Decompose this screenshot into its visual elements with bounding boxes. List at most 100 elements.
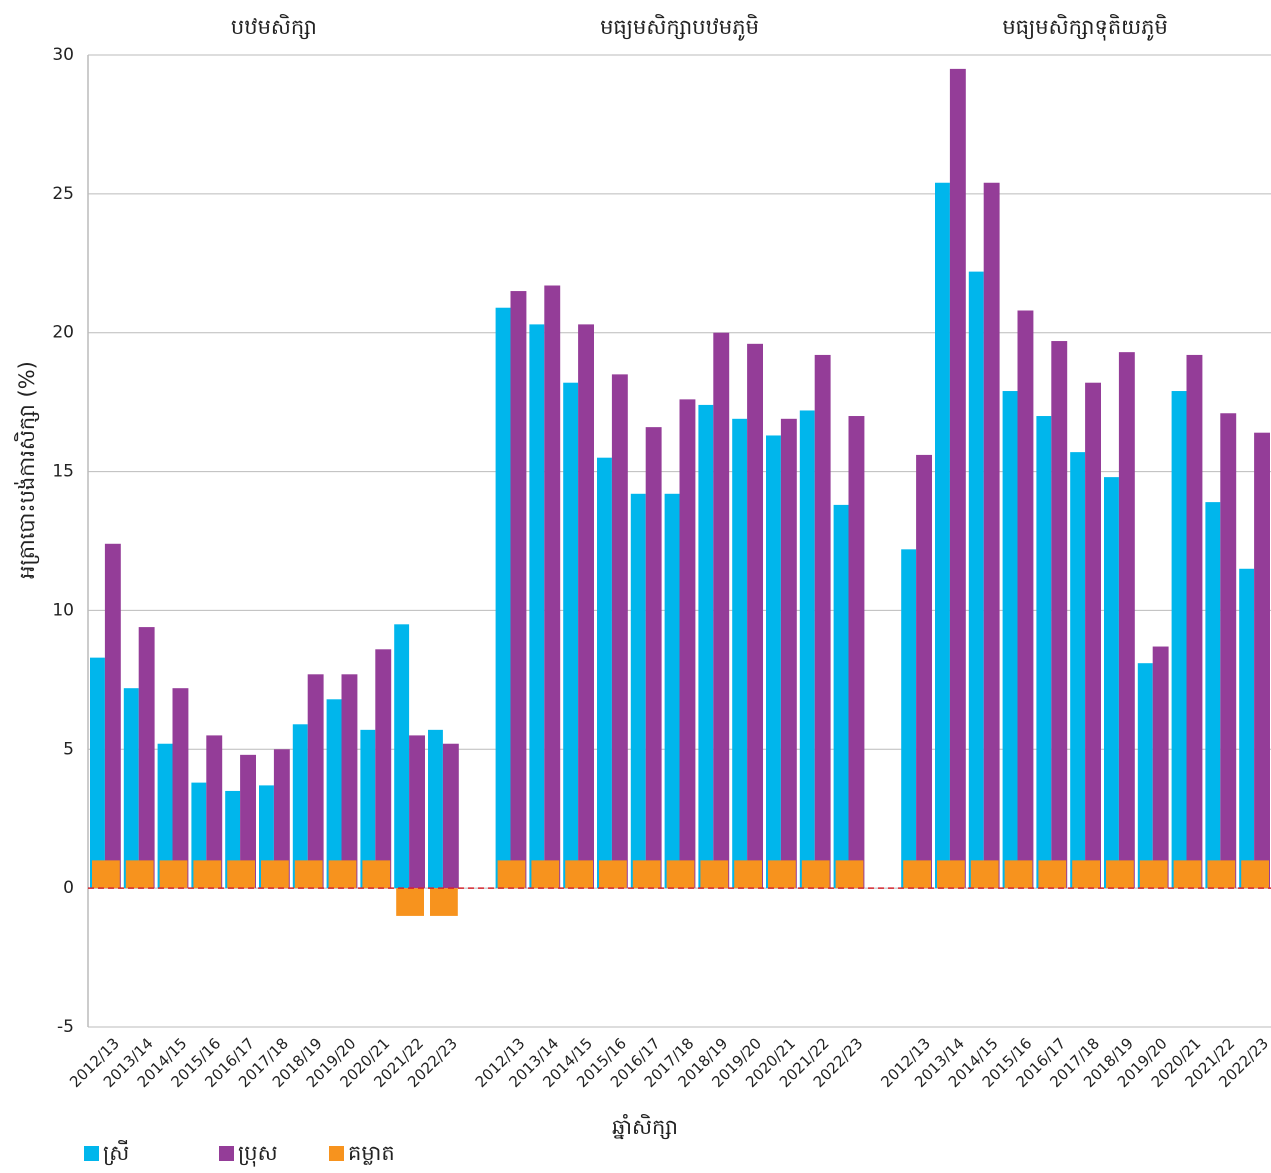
bar xyxy=(292,724,308,889)
bar xyxy=(664,493,680,889)
bar xyxy=(430,888,458,916)
bar xyxy=(123,688,139,889)
bar xyxy=(428,729,443,889)
bar xyxy=(497,860,526,889)
bar xyxy=(1038,860,1067,889)
bar xyxy=(935,182,950,889)
y-tick-label: 15 xyxy=(52,462,74,482)
bar xyxy=(442,743,459,889)
bar xyxy=(732,418,748,889)
y-tick-label: 5 xyxy=(63,739,74,759)
bar xyxy=(157,743,173,889)
bar xyxy=(1137,663,1153,889)
bar xyxy=(700,860,729,889)
bar xyxy=(1205,502,1221,889)
bar xyxy=(835,860,864,889)
bar xyxy=(1004,860,1033,889)
bar xyxy=(375,649,392,889)
bar xyxy=(1085,382,1101,889)
bar xyxy=(125,860,154,889)
bar xyxy=(394,624,410,889)
bar xyxy=(901,549,917,889)
bar xyxy=(799,410,815,889)
bar xyxy=(1118,352,1135,889)
bar xyxy=(362,860,391,889)
bar xyxy=(193,860,222,889)
legend-label: ប្រុស xyxy=(238,1141,278,1167)
bar xyxy=(1017,310,1034,889)
y-tick-label: -5 xyxy=(57,1017,74,1037)
bar xyxy=(261,860,289,889)
bar xyxy=(970,860,999,889)
bar xyxy=(138,627,155,889)
bar xyxy=(801,860,830,889)
bar xyxy=(90,657,105,889)
bar xyxy=(713,332,730,889)
legend-marker xyxy=(219,1146,234,1161)
bar xyxy=(1171,391,1187,889)
bar xyxy=(916,454,932,889)
bar xyxy=(206,735,223,889)
bar xyxy=(1186,354,1203,889)
bar xyxy=(172,688,189,889)
bar xyxy=(814,354,831,889)
bar xyxy=(630,493,646,889)
bar xyxy=(611,374,628,889)
group-title: បឋមសិក្សា xyxy=(231,14,317,40)
bar xyxy=(495,307,511,889)
bar xyxy=(227,860,255,889)
bar xyxy=(903,860,931,889)
bar xyxy=(1220,413,1237,889)
y-axis-label: អត្រាបោះបង់ការសិក្សា (%) xyxy=(14,361,40,579)
bar xyxy=(104,543,121,889)
bar xyxy=(531,860,560,889)
legend-marker xyxy=(84,1146,99,1161)
y-tick-label: 20 xyxy=(52,323,74,343)
bar xyxy=(240,754,256,889)
bar xyxy=(780,418,797,889)
bar xyxy=(968,271,984,889)
bar xyxy=(1072,860,1100,889)
bar xyxy=(666,860,695,889)
bar xyxy=(766,435,781,889)
bar xyxy=(1207,860,1236,889)
bar xyxy=(578,324,594,889)
bar xyxy=(599,860,627,889)
bar xyxy=(565,860,593,889)
bar xyxy=(597,457,612,889)
bar xyxy=(159,860,188,889)
bar xyxy=(326,699,342,889)
legend-label: គម្លាត xyxy=(348,1141,395,1165)
bar xyxy=(937,860,965,889)
y-tick-label: 25 xyxy=(52,184,74,204)
bar xyxy=(307,674,324,889)
y-tick-label: 0 xyxy=(63,878,74,898)
bar xyxy=(1173,860,1202,889)
bar xyxy=(1051,341,1068,889)
legend-label: ស្រី xyxy=(103,1140,129,1166)
bar xyxy=(396,888,424,916)
bar xyxy=(360,729,376,889)
bar xyxy=(294,860,323,889)
bar xyxy=(983,182,1000,889)
bar xyxy=(679,399,696,889)
bar xyxy=(92,860,120,889)
bar xyxy=(632,860,661,889)
bar xyxy=(409,735,425,889)
bar xyxy=(1070,452,1086,889)
bar xyxy=(1104,477,1119,889)
bar xyxy=(510,291,527,889)
bar xyxy=(1036,416,1052,889)
bar xyxy=(734,860,762,889)
bar xyxy=(1002,391,1018,889)
bar xyxy=(544,285,561,889)
bar xyxy=(698,404,714,889)
bar xyxy=(1106,860,1134,889)
bar xyxy=(1152,646,1169,889)
bar xyxy=(848,416,865,889)
legend-marker xyxy=(329,1146,344,1161)
bar xyxy=(949,68,966,889)
bar xyxy=(768,860,796,889)
bar xyxy=(529,324,545,889)
